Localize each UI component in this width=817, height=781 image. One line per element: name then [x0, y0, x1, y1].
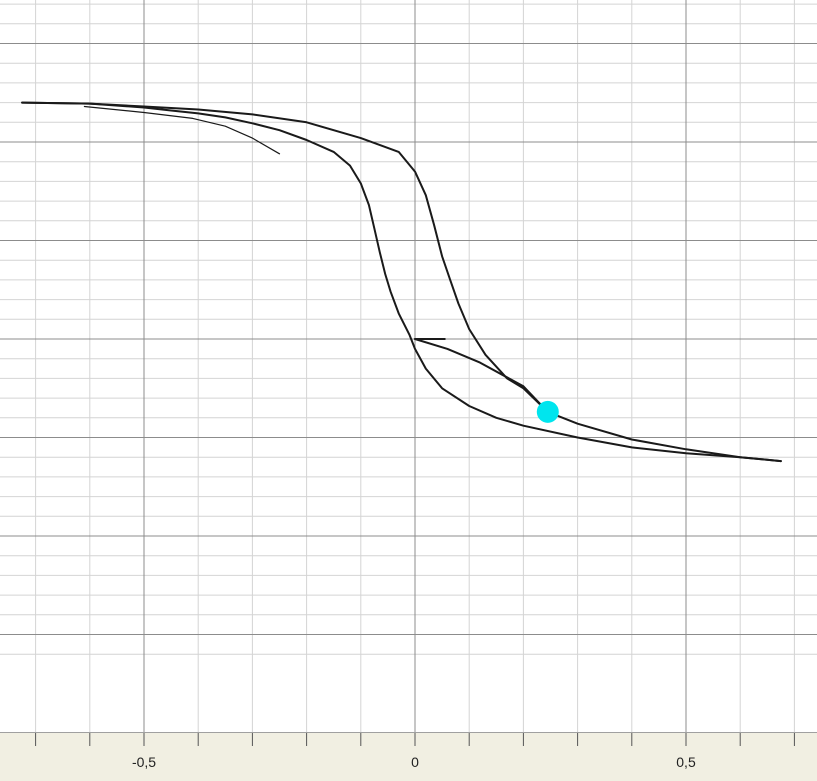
- x-axis-ticks: -0,5 0 0,5: [35, 733, 795, 770]
- cursor-marker[interactable]: [536, 400, 559, 423]
- minor-grid: [0, 0, 817, 732]
- x-tick-label: -0,5: [132, 754, 156, 770]
- curves: [21, 101, 782, 463]
- x-axis-bar: [0, 732, 817, 781]
- x-tick-label: 0: [411, 754, 419, 770]
- curve-series-5: [83, 105, 281, 155]
- major-grid: [0, 0, 817, 732]
- curve-series-4: [414, 338, 549, 413]
- curve-series-1: [21, 101, 782, 463]
- markers: [536, 400, 559, 423]
- x-tick-label: 0,5: [676, 754, 696, 770]
- curve-series-2: [21, 101, 782, 463]
